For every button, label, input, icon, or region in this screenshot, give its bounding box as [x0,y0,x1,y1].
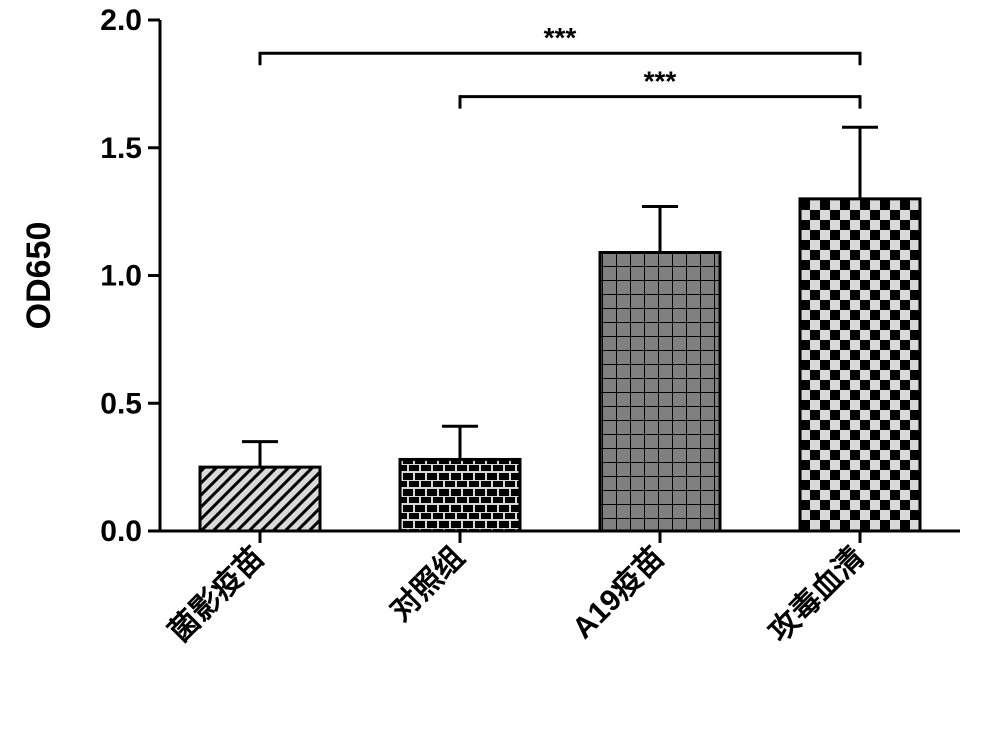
y-tick-label: 1.0 [100,260,142,293]
bar [800,199,920,531]
significance-label: *** [644,66,677,97]
y-tick-label: 0.5 [100,387,142,420]
bar [600,253,720,531]
y-tick-label: 2.0 [100,4,142,37]
y-tick-label: 0.0 [100,515,142,548]
x-label: 攻毒血清 [763,541,871,649]
chart-svg: 0.0 0.5 1.0 1.5 2.0 OD650 菌影疫苗 对照组 A19疫苗攻毒血清 *** *… [0,0,1000,751]
x-label: 对照组 [383,540,471,628]
y-axis-title: OD650 [20,222,58,330]
significance-label: *** [544,22,577,53]
y-tick-label: 1.5 [100,132,142,165]
significance-bracket [460,97,860,109]
x-label: A19疫苗 [566,540,671,645]
bar [200,467,320,531]
x-label: 菌影疫苗 [162,540,271,649]
significance-bracket [260,53,860,65]
bar [400,459,520,531]
od650-bar-chart: 0.0 0.5 1.0 1.5 2.0 OD650 菌影疫苗 对照组 A19疫苗攻毒血清 *** *… [0,0,1000,751]
